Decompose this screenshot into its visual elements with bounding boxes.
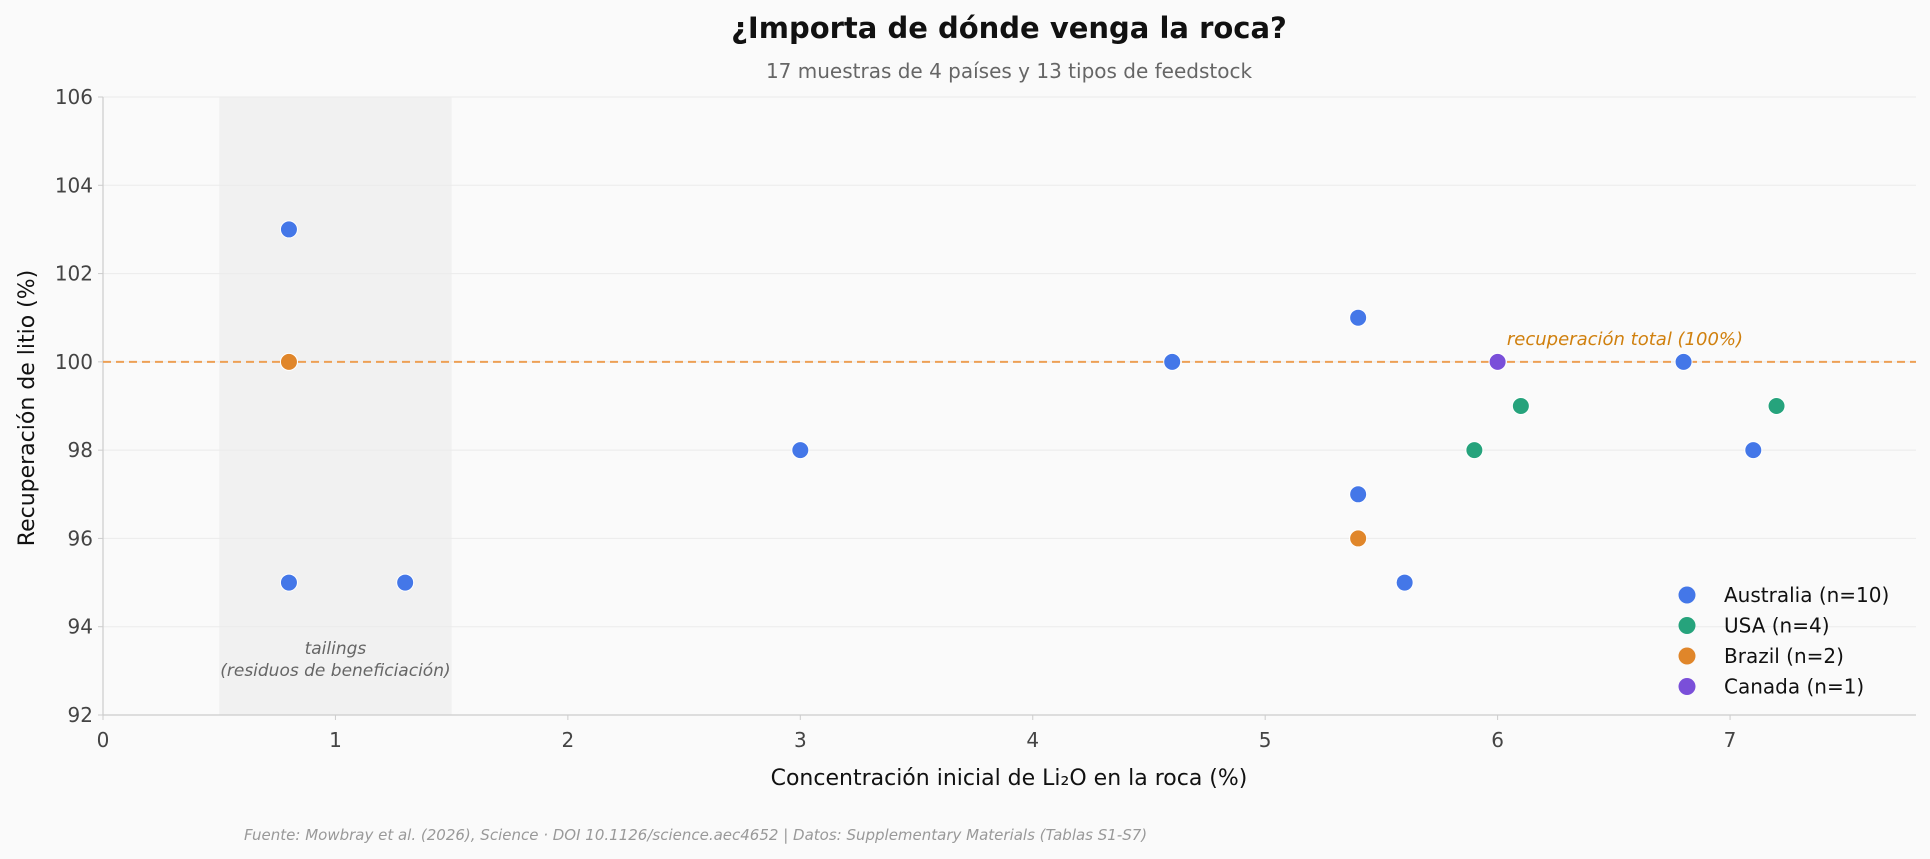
x-tick-label: 6 xyxy=(1491,728,1504,752)
data-point xyxy=(1465,441,1484,460)
y-tick-label: 92 xyxy=(68,703,93,727)
y-tick-label: 102 xyxy=(55,262,93,286)
data-point xyxy=(1349,308,1368,327)
x-tick-label: 0 xyxy=(97,728,110,752)
data-point xyxy=(1488,352,1507,371)
y-tick-label: 98 xyxy=(68,438,93,462)
legend-marker xyxy=(1678,678,1696,695)
legend-label: USA (n=4) xyxy=(1724,614,1830,638)
data-point xyxy=(279,352,298,371)
chart-subtitle: 17 muestras de 4 países y 13 tipos de fe… xyxy=(766,59,1253,83)
data-point xyxy=(396,573,415,592)
tailings-band xyxy=(219,97,452,715)
tailings-sublabel: (residuos de beneficiación) xyxy=(220,661,450,681)
reference-line-label: recuperación total (100%) xyxy=(1507,329,1743,350)
plot-area: 92 94 96 98 100 102 104 106 0 1 2 3 4 5 6 7 recuperación… xyxy=(55,85,1916,752)
x-tick-label: 3 xyxy=(794,728,807,752)
data-point xyxy=(1163,352,1182,371)
data-point xyxy=(279,573,298,592)
legend-marker xyxy=(1678,617,1696,634)
data-point xyxy=(1511,397,1530,415)
legend-marker xyxy=(1678,647,1696,665)
legend-label: Australia (n=10) xyxy=(1724,583,1889,607)
legend-marker xyxy=(1678,586,1696,604)
y-tick-label: 104 xyxy=(55,173,93,197)
y-tick-label: 94 xyxy=(68,615,93,639)
legend-label: Brazil (n=2) xyxy=(1724,644,1844,668)
x-tick-label: 4 xyxy=(1026,728,1039,752)
data-point xyxy=(1349,485,1368,504)
data-point xyxy=(1395,573,1414,592)
data-point xyxy=(791,441,810,460)
chart-title: ¿Importa de dónde venga la roca? xyxy=(731,11,1287,45)
x-tick-label: 7 xyxy=(1724,728,1737,752)
y-tick-label: 100 xyxy=(55,350,93,374)
data-point xyxy=(279,220,298,239)
x-tick-label: 5 xyxy=(1259,728,1272,752)
y-axis-label: Recuperación de litio (%) xyxy=(15,270,40,546)
legend: Australia (n=10) USA (n=4) Brazil (n=2) Can… xyxy=(1678,583,1889,699)
y-tick-label: 96 xyxy=(68,526,93,550)
source-note: Fuente: Mowbray et al. (2026), Science ·… xyxy=(244,826,1147,844)
data-point xyxy=(1349,529,1368,548)
x-tick-label: 2 xyxy=(562,728,575,752)
data-point xyxy=(1744,441,1763,460)
data-point xyxy=(1767,397,1786,415)
tailings-label: tailings xyxy=(305,639,367,659)
x-tick-label: 1 xyxy=(329,728,342,752)
data-point xyxy=(1674,352,1693,371)
y-tick-label: 106 xyxy=(55,85,93,109)
legend-label: Canada (n=1) xyxy=(1724,675,1864,699)
x-axis-label: Concentración inicial de Li₂O en la roca… xyxy=(771,766,1248,791)
